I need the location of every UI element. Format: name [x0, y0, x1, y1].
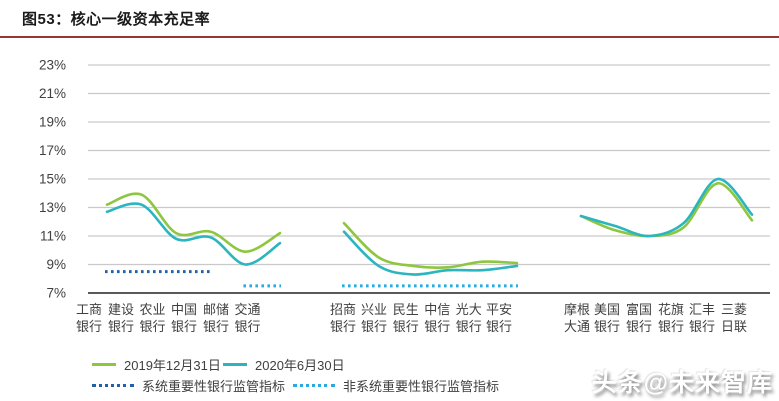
category-label: 三菱 [721, 302, 747, 317]
category-label: 中信 [424, 302, 450, 317]
category-label: 银行 [361, 319, 387, 334]
y-tick-label: 11% [40, 229, 66, 244]
category-label: 银行 [626, 319, 652, 334]
y-tick-label: 23% [39, 58, 66, 73]
series-line-0 [342, 221, 519, 269]
legend-item-2020: 2020年6月30日 [223, 356, 345, 373]
category-label: 兴业 [361, 302, 387, 317]
category-label: 农业 [139, 302, 165, 317]
legend-line-swatch-2020 [223, 362, 247, 366]
category-label: 银行 [76, 319, 102, 334]
category-label: 银行 [486, 319, 512, 334]
series-line-0 [579, 181, 754, 238]
legend-label-2020: 2020年6月30日 [255, 357, 345, 373]
category-label: 银行 [424, 319, 450, 334]
category-label: 工商 [76, 302, 102, 317]
category-label: 招商 [330, 302, 356, 317]
y-tick-label: 13% [39, 200, 66, 215]
legend-item-2019: 2019年12月31日 [92, 356, 221, 373]
series-line-0 [105, 192, 282, 253]
y-tick-label: 19% [39, 115, 66, 130]
category-label: 银行 [658, 319, 684, 334]
legend-label-2019: 2019年12月31日 [124, 357, 221, 373]
legend-label-systemic: 系统重要性银行监管指标 [142, 378, 286, 394]
series-line-1 [105, 202, 282, 266]
y-tick-label: 9% [46, 257, 66, 272]
category-label: 花旗 [658, 302, 684, 317]
category-label: 银行 [456, 319, 482, 334]
category-label: 银行 [594, 319, 620, 334]
legend-item-nonsystemic-threshold: 非系统重要性银行监管指标 [293, 377, 500, 394]
category-label: 平安 [486, 302, 512, 317]
category-label: 银行 [171, 319, 197, 334]
category-label: 交通 [234, 302, 260, 317]
legend-dotted-swatch-nonsystemic [293, 383, 335, 387]
series-line-1 [342, 230, 519, 276]
category-label: 银行 [330, 319, 356, 334]
title-divider [0, 36, 779, 38]
category-label: 日联 [721, 319, 747, 334]
category-label: 建设 [108, 302, 134, 317]
watermark: 头条@未来智库 [591, 369, 773, 397]
category-label: 富国 [626, 302, 652, 317]
category-label: 银行 [234, 319, 260, 334]
series-line-1 [579, 177, 754, 238]
category-label: 中国 [171, 302, 197, 317]
chart-title: 图53：核心一级资本充足率 [22, 11, 211, 28]
category-label: 银行 [139, 319, 165, 334]
legend-item-systemic-threshold: 系统重要性银行监管指标 [92, 377, 286, 394]
category-label: 汇丰 [689, 302, 715, 317]
y-tick-label: 17% [39, 143, 66, 158]
y-tick-label: 7% [46, 286, 66, 301]
category-label: 邮储 [203, 302, 229, 317]
category-label: 银行 [393, 319, 419, 334]
category-label: 银行 [108, 319, 134, 334]
category-label: 光大 [456, 302, 482, 317]
y-tick-label: 21% [39, 86, 66, 101]
category-label: 美国 [594, 302, 620, 317]
legend-label-nonsystemic: 非系统重要性银行监管指标 [343, 378, 500, 394]
category-label: 银行 [203, 319, 229, 334]
category-label: 民生 [393, 302, 419, 317]
category-label: 摩根 [564, 302, 590, 317]
legend-line-swatch-2019 [92, 362, 116, 366]
category-label: 银行 [689, 319, 715, 334]
category-label: 大通 [564, 319, 590, 334]
legend-dotted-swatch-systemic [92, 383, 134, 387]
y-tick-label: 15% [39, 172, 66, 187]
